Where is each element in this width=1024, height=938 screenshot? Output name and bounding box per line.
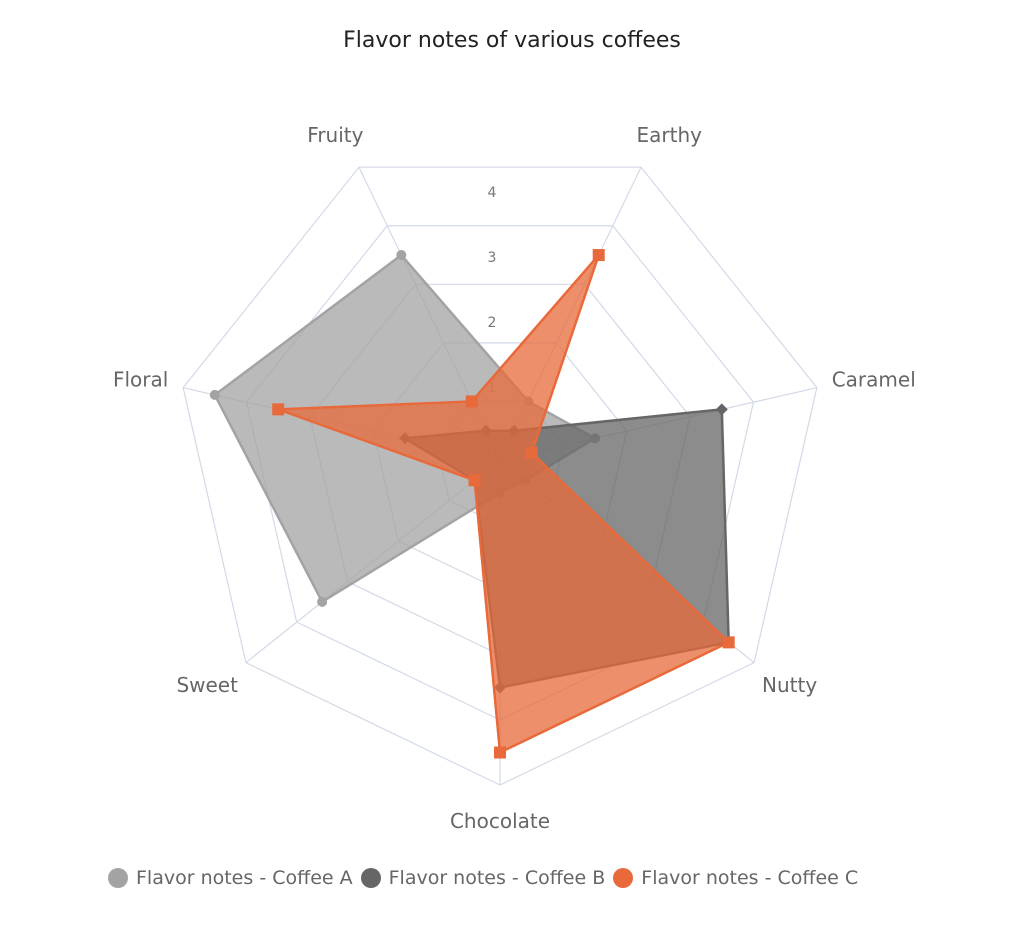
data-point-c-nutty bbox=[722, 636, 735, 649]
data-point-a-floral bbox=[209, 389, 220, 400]
grid-ring bbox=[182, 166, 818, 786]
data-point-a-fruity bbox=[396, 250, 407, 261]
legend-label: Flavor notes - Coffee B bbox=[388, 867, 606, 889]
data-point-c-floral bbox=[272, 403, 285, 416]
data-point-a-sweet bbox=[317, 596, 328, 607]
legend-item-a[interactable]: Flavor notes - Coffee A bbox=[108, 867, 353, 889]
legend-circle-icon bbox=[108, 868, 128, 888]
legend-circle-icon bbox=[360, 868, 381, 888]
axis-label-floral: Floral bbox=[113, 368, 168, 392]
grid-ring bbox=[245, 225, 755, 721]
legend: Flavor notes - Coffee A Flavor notes - Co… bbox=[108, 867, 866, 889]
data-point-c-earthy bbox=[592, 249, 605, 262]
axis-label-caramel: Caramel bbox=[832, 368, 916, 392]
data-point-c-fruity bbox=[465, 395, 478, 408]
axis-label-fruity: Fruity bbox=[307, 123, 363, 147]
axis-label-sweet: Sweet bbox=[176, 673, 238, 697]
axis-label-nutty: Nutty bbox=[762, 673, 817, 697]
axis-label-chocolate: Chocolate bbox=[450, 809, 550, 833]
data-point-b-caramel bbox=[715, 403, 728, 416]
data-point-c-caramel bbox=[525, 446, 538, 459]
legend-label: Flavor notes - Coffee A bbox=[136, 867, 353, 889]
legend-item-c[interactable]: Flavor notes - Coffee C bbox=[613, 867, 858, 889]
legend-label: Flavor notes - Coffee C bbox=[641, 867, 859, 889]
legend-circle-icon bbox=[613, 868, 634, 888]
chart-title: Flavor notes of various coffees bbox=[343, 28, 681, 53]
legend-item-b[interactable]: Flavor notes - Coffee B bbox=[360, 867, 606, 889]
axis-label-earthy: Earthy bbox=[637, 123, 703, 147]
tick-label: 3 bbox=[488, 250, 497, 266]
tick-label: 4 bbox=[488, 185, 497, 201]
data-point-c-sweet bbox=[468, 474, 481, 487]
data-point-c-chocolate bbox=[494, 746, 506, 759]
series-area-c bbox=[276, 253, 730, 754]
tick-label: 2 bbox=[488, 315, 497, 331]
